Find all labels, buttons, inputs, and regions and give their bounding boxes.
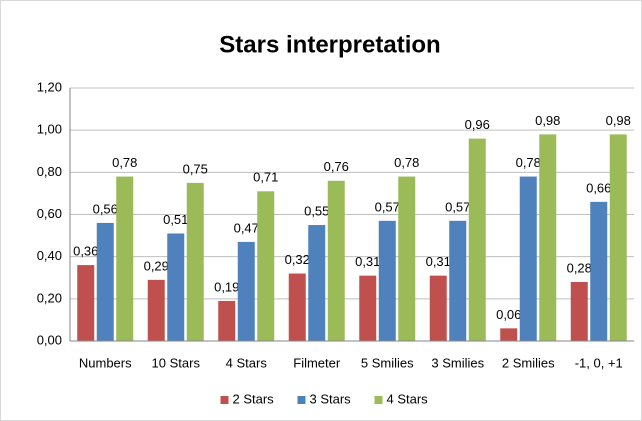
value-label: 0,56 — [93, 201, 118, 216]
legend-label: 3 Stars — [310, 391, 352, 406]
bar — [609, 134, 627, 341]
y-tick-label: 0,80 — [37, 164, 62, 179]
y-tick-label: 0,00 — [37, 332, 62, 347]
value-label: 0,75 — [183, 161, 208, 176]
bar — [147, 279, 165, 341]
bar — [539, 134, 557, 341]
value-label: 0,36 — [73, 244, 98, 259]
bar — [359, 275, 377, 341]
bar — [288, 273, 306, 341]
bar — [570, 281, 588, 341]
legend-swatch — [297, 396, 306, 404]
value-label: 0,57 — [445, 199, 470, 214]
bar — [327, 180, 345, 341]
value-label: 0,29 — [144, 258, 169, 273]
value-label: 0,31 — [355, 254, 380, 269]
value-label: 0,96 — [465, 117, 490, 132]
value-label: 0,06 — [496, 307, 521, 322]
legend-label: 2 Stars — [233, 391, 275, 406]
value-label: 0,78 — [112, 155, 137, 170]
bar — [257, 191, 275, 341]
bar — [218, 300, 236, 341]
y-tick-label: 1,20 — [37, 79, 62, 94]
x-tick-label: 4 Stars — [226, 355, 268, 370]
x-tick-label: 5 Smilies — [361, 355, 414, 370]
value-label: 0,47 — [234, 220, 259, 235]
bar — [449, 220, 467, 341]
bar — [167, 233, 185, 341]
value-label: 0,98 — [535, 113, 560, 128]
value-label: 0,71 — [253, 170, 278, 185]
bar — [116, 176, 134, 341]
value-label: 0,78 — [394, 155, 419, 170]
bar — [308, 225, 326, 341]
bar — [398, 176, 416, 341]
bar — [590, 201, 608, 341]
value-label: 0,31 — [426, 254, 451, 269]
value-label: 0,57 — [375, 199, 400, 214]
x-tick-label: Filmeter — [293, 355, 341, 370]
bar — [468, 138, 486, 341]
y-tick-label: 0,20 — [37, 290, 62, 305]
y-tick-label: 0,40 — [37, 248, 62, 263]
bar — [186, 182, 204, 341]
bar — [519, 176, 537, 341]
value-label: 0,19 — [214, 279, 239, 294]
bar — [96, 222, 114, 341]
y-tick-label: 1,00 — [37, 122, 62, 137]
legend-swatch — [374, 396, 383, 404]
bar — [237, 241, 255, 341]
x-tick-label: -1, 0, +1 — [575, 355, 623, 370]
value-label: 0,78 — [516, 155, 541, 170]
value-label: 0,51 — [163, 212, 188, 227]
value-label: 0,32 — [285, 252, 310, 267]
value-label: 0,76 — [324, 159, 349, 174]
value-label: 0,66 — [586, 180, 611, 195]
legend-swatch — [220, 396, 229, 404]
chart-title: Stars interpretation — [219, 31, 440, 58]
value-label: 0,98 — [606, 113, 631, 128]
bar — [378, 220, 396, 341]
x-tick-label: 3 Smilies — [431, 355, 484, 370]
x-tick-label: 2 Smilies — [502, 355, 555, 370]
legend-label: 4 Stars — [387, 391, 429, 406]
x-tick-label: Numbers — [79, 355, 132, 370]
bar — [429, 275, 447, 341]
bar — [500, 328, 518, 341]
y-tick-label: 0,60 — [37, 206, 62, 221]
x-tick-label: 10 Stars — [152, 355, 201, 370]
bar — [77, 265, 95, 341]
value-label: 0,55 — [304, 203, 329, 218]
value-label: 0,28 — [567, 260, 592, 275]
